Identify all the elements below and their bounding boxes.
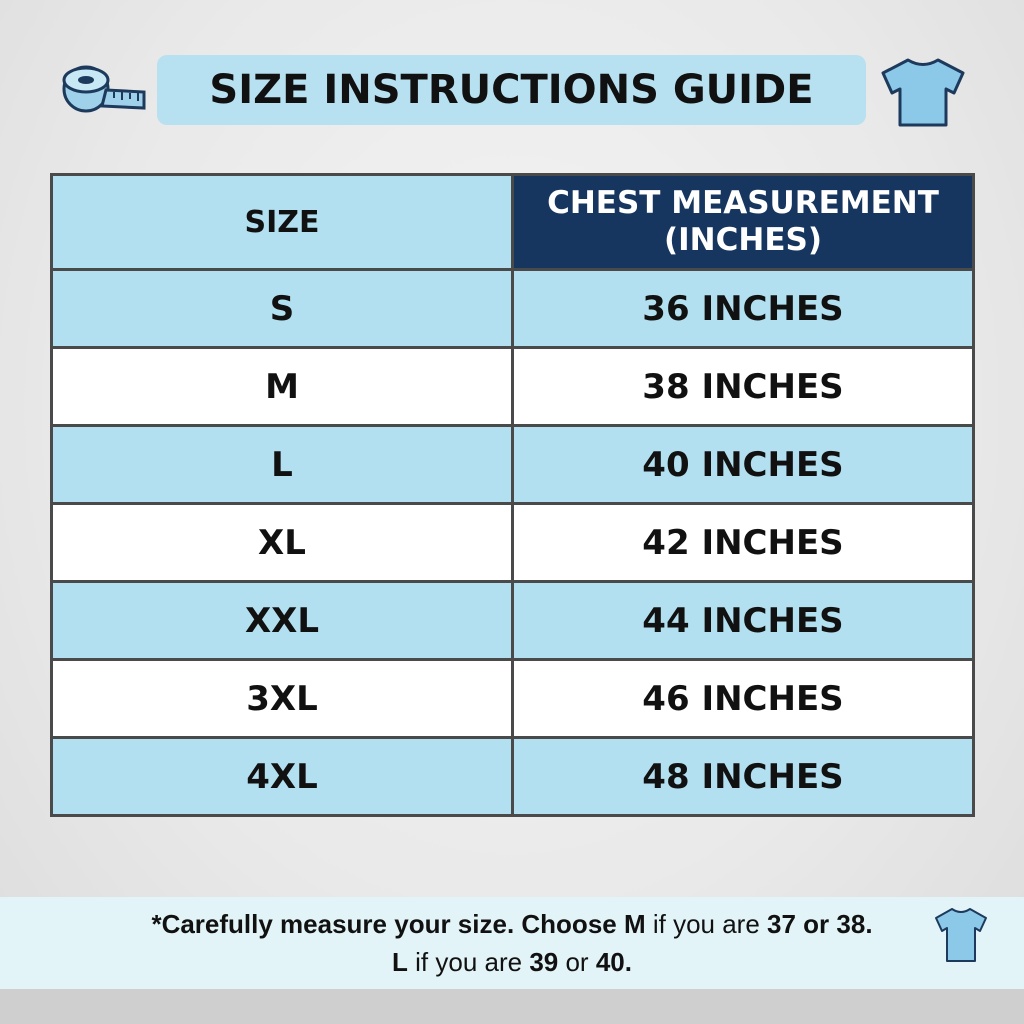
measurement-cell: 44 INCHES	[511, 580, 975, 661]
table-body: S 36 INCHES M 38 INCHES L 40 INCHES XL 42 INCHE…	[50, 268, 975, 817]
footer-note: *Carefully measure your size. Choose M i…	[0, 897, 1024, 989]
size-table: SIZE CHEST MEASUREMENT (INCHES) S 36 INCH…	[50, 173, 975, 817]
footer-text: if you are	[407, 947, 530, 977]
size-cell: 3XL	[50, 658, 514, 739]
table-row: XXL 44 INCHES	[50, 580, 975, 661]
table-row: M 38 INCHES	[50, 346, 975, 427]
footer-text: L	[392, 947, 408, 977]
size-cell: S	[50, 268, 514, 349]
measurement-cell: 40 INCHES	[511, 424, 975, 505]
header-cell: CHEST MEASUREMENT (INCHES)	[511, 173, 975, 271]
footer-line: L if you are 39 or 40.	[0, 943, 1024, 981]
measurement-cell: 46 INCHES	[511, 658, 975, 739]
shirt-icon-small	[935, 908, 987, 962]
table-row: 4XL 48 INCHES	[50, 736, 975, 817]
footer-text: if you are	[645, 909, 768, 939]
footer-text: *Carefully measure your size. Choose M	[151, 909, 646, 939]
footer-line: *Carefully measure your size. Choose M i…	[0, 905, 1024, 943]
footer-text: 39	[529, 947, 559, 977]
measurement-cell: 38 INCHES	[511, 346, 975, 427]
shirt-icon	[881, 58, 965, 127]
table-row: L 40 INCHES	[50, 424, 975, 505]
size-cell: XXL	[50, 580, 514, 661]
measurement-cell: 36 INCHES	[511, 268, 975, 349]
size-cell: L	[50, 424, 514, 505]
table-row: 3XL 46 INCHES	[50, 658, 975, 739]
size-cell: 4XL	[50, 736, 514, 817]
size-cell: XL	[50, 502, 514, 583]
header-cell: SIZE	[50, 173, 514, 271]
footer-text: or	[558, 947, 596, 977]
measurement-cell: 48 INCHES	[511, 736, 975, 817]
table-row: S 36 INCHES	[50, 268, 975, 349]
bottom-bar	[0, 989, 1024, 1024]
measurement-cell: 42 INCHES	[511, 502, 975, 583]
footer-text: 40.	[595, 947, 632, 977]
title: SIZE INSTRUCTIONS GUIDE	[157, 55, 866, 125]
footer-text: 37 or 38.	[767, 909, 873, 939]
tape-icon	[62, 65, 146, 113]
size-cell: M	[50, 346, 514, 427]
table-row: XL 42 INCHES	[50, 502, 975, 583]
